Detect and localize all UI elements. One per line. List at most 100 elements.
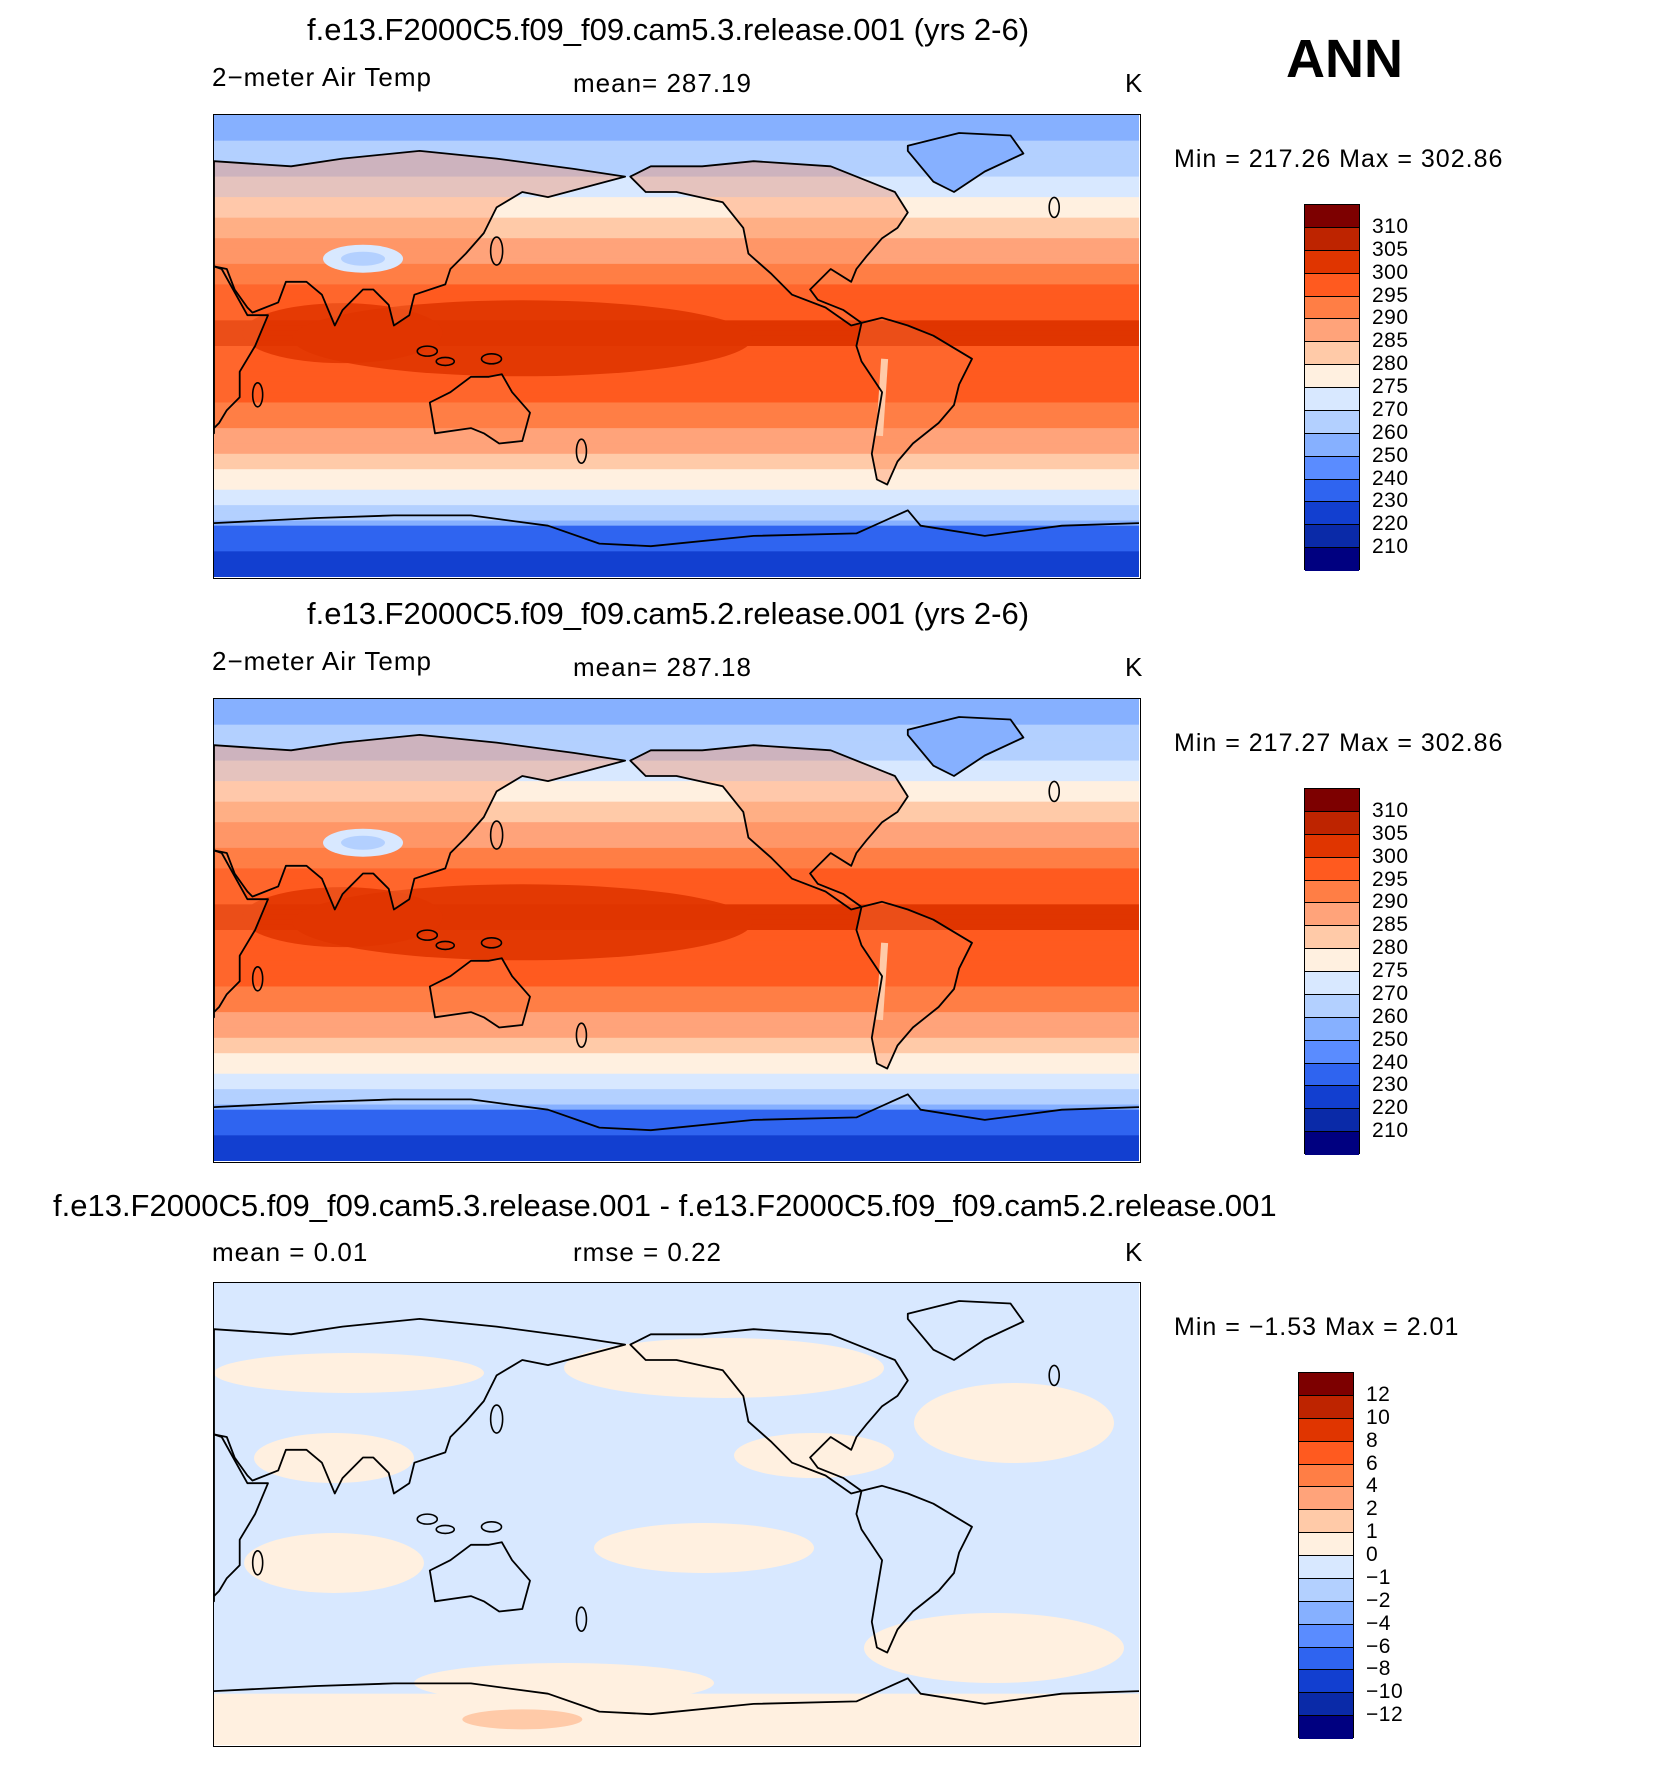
temperature-band xyxy=(214,760,1139,767)
temperature-band xyxy=(214,161,1139,167)
temperature-band xyxy=(214,125,1139,131)
colorbar-segment xyxy=(1305,296,1359,320)
colorbar-segment xyxy=(1305,227,1359,251)
colorbar-tick-label: 310 xyxy=(1372,798,1409,822)
temperature-band xyxy=(214,976,1139,982)
temperature-band xyxy=(214,1001,1139,1008)
island-coastline xyxy=(435,356,456,367)
colorbar-tick-label: 260 xyxy=(1372,1004,1409,1028)
colorbar-tick-label: 300 xyxy=(1372,844,1409,868)
antarctic-warm-spot xyxy=(462,1709,583,1730)
antarctica-interior xyxy=(214,551,1139,577)
colorbar-segment xyxy=(1305,250,1359,274)
temperature-band xyxy=(214,289,1139,296)
season-label: ANN xyxy=(1286,29,1403,89)
temperature-band xyxy=(214,263,1139,270)
temperature-band xyxy=(214,115,1139,121)
temperature-band xyxy=(214,299,1139,306)
temperature-band xyxy=(214,1032,1139,1039)
temperature-band xyxy=(214,1084,1139,1090)
temperature-band xyxy=(214,868,1139,875)
colorbar-tick-label: 300 xyxy=(1372,260,1409,284)
colorbar-tick-label: 12 xyxy=(1366,1382,1391,1406)
island-coastline xyxy=(489,820,504,850)
temperature-band xyxy=(214,186,1139,193)
colorbar-segment xyxy=(1299,1693,1353,1717)
temperature-band xyxy=(214,853,1139,859)
temperature-band xyxy=(214,786,1139,792)
eurasia-land-fill xyxy=(214,734,626,910)
island-coastline xyxy=(251,1549,264,1576)
temperature-band xyxy=(214,873,1139,880)
positive-anomaly-region xyxy=(594,1523,814,1573)
colorbar-tick-label: 250 xyxy=(1372,1027,1409,1051)
colorbar-tick-label: 8 xyxy=(1366,1428,1379,1452)
temperature-band xyxy=(214,991,1139,998)
colorbar-segment xyxy=(1299,1373,1353,1396)
panel-2-variable-label: 2−meter Air Temp xyxy=(212,646,433,676)
australia-coastline xyxy=(428,957,531,1029)
colorbar-tick-label: 260 xyxy=(1372,420,1409,444)
africa-land-fill xyxy=(214,850,268,1018)
colorbar-tick-label: 275 xyxy=(1372,959,1409,982)
island-coastline xyxy=(575,1022,588,1049)
colorbar-segment xyxy=(1299,1441,1353,1465)
colorbar-segment xyxy=(1305,1109,1359,1133)
temperature-band xyxy=(214,791,1139,798)
colorbar-segment xyxy=(1305,479,1359,503)
africa-coastline xyxy=(214,265,269,435)
temperature-band xyxy=(214,1022,1139,1029)
temperature-band xyxy=(214,428,1139,434)
temperature-band xyxy=(214,387,1139,393)
temperature-band xyxy=(214,837,1139,844)
temperature-band xyxy=(214,806,1139,813)
colorbar-segment xyxy=(1299,1510,1353,1534)
panel-1-title: f.e13.F2000C5.f09_f09.cam5.3.release.001… xyxy=(307,12,1030,47)
colorbar-tick-label: 220 xyxy=(1372,512,1409,536)
colorbar-tick-label: 220 xyxy=(1372,1096,1409,1120)
temperature-band xyxy=(214,371,1139,378)
temperature-band xyxy=(214,719,1139,726)
panel-2-mean-label: mean= 287.18 xyxy=(573,652,752,682)
temperature-band xyxy=(214,197,1139,203)
temperature-band xyxy=(214,166,1139,173)
temperature-band xyxy=(214,863,1139,869)
temperature-band xyxy=(214,120,1139,126)
temperature-band xyxy=(214,796,1139,803)
south-america-coastline xyxy=(855,900,973,1070)
temperature-band xyxy=(214,192,1139,198)
colorbar-tick-label: 2 xyxy=(1366,1497,1379,1521)
panel-2-minmax: Min = 217.27 Max = 302.86 xyxy=(1174,729,1504,757)
colorbar-tick-label: 230 xyxy=(1372,1073,1409,1097)
colorbar-tick-label: 305 xyxy=(1372,237,1409,261)
colorbar-tick-label: 310 xyxy=(1372,214,1409,238)
antarctica-coastline xyxy=(214,509,1139,548)
colorbar-segment xyxy=(1305,857,1359,881)
africa-land-fill xyxy=(214,266,268,434)
temperature-band xyxy=(214,294,1139,301)
temperature-band xyxy=(214,755,1139,762)
temperature-band xyxy=(214,776,1139,782)
island-coastline xyxy=(489,1404,504,1434)
temperature-band xyxy=(214,202,1139,208)
colorbar-tick-label: −10 xyxy=(1366,1680,1404,1704)
colorbar-segment xyxy=(1299,1487,1353,1511)
positive-anomaly-region xyxy=(564,1338,884,1398)
temperature-band xyxy=(214,822,1139,828)
colorbar-segment xyxy=(1299,1533,1353,1556)
colorbar-segment xyxy=(1299,1578,1353,1602)
greenland-cold-region xyxy=(907,717,1024,776)
temperature-band xyxy=(214,770,1139,777)
temperature-band xyxy=(214,515,1139,522)
eurasia-coastline xyxy=(214,1318,626,1495)
positive-anomaly-region xyxy=(914,1383,1114,1463)
island-coastline xyxy=(416,1513,439,1525)
panel-2-title: f.e13.F2000C5.f09_f09.cam5.2.release.001… xyxy=(307,596,1030,631)
colorbar-segment xyxy=(1299,1601,1353,1625)
temperature-band xyxy=(214,709,1139,715)
colorbar-tick-label: 285 xyxy=(1372,329,1409,353)
colorbar-tick-label: 1 xyxy=(1366,1520,1379,1544)
temperature-band xyxy=(214,986,1139,993)
colorbar-segment xyxy=(1305,1086,1359,1110)
colorbar-segment xyxy=(1305,410,1359,434)
